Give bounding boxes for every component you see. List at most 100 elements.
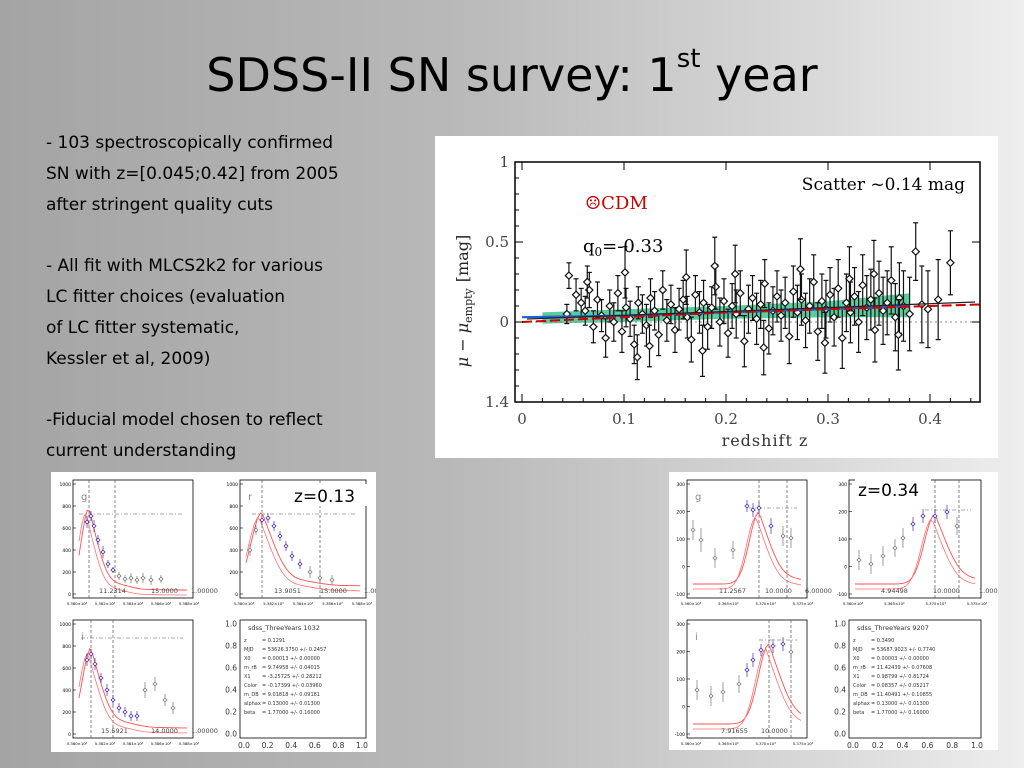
q0-symbol: q	[583, 236, 595, 257]
svg-text:☹CDM: ☹CDM	[585, 193, 648, 214]
xtick-0.2: 0.2	[714, 410, 738, 428]
lc-point	[98, 673, 104, 683]
param-ytick: 0.8	[225, 642, 237, 651]
lc-point	[128, 711, 134, 721]
x-tick-label: 5.380×10⁴	[234, 601, 255, 606]
lc-marker	[329, 577, 335, 583]
diamond-marker	[854, 317, 864, 327]
diamond-marker	[780, 298, 790, 308]
y-tick-label: -100	[837, 592, 847, 598]
diamond-marker	[796, 264, 805, 274]
diamond-marker	[658, 285, 668, 295]
data-point	[710, 236, 720, 296]
svg-text:μ − μempty[mag]: μ − μempty [mag]	[453, 235, 475, 367]
y-label-main: μ − μ	[453, 323, 472, 367]
param-ytick: 0.0	[225, 730, 237, 739]
param-name: X1	[853, 674, 860, 680]
x-tick-label: 5.365×10⁴	[718, 601, 739, 606]
data-point	[674, 287, 684, 331]
model-curve	[521, 303, 982, 323]
param-name: z	[853, 638, 856, 644]
data-point	[890, 283, 900, 352]
xtick-0.1: 0.1	[612, 410, 636, 428]
lc-point	[712, 548, 718, 568]
slide-title: SDSS-II SN survey: 1st year	[0, 40, 1024, 110]
lc-point	[95, 535, 101, 545]
axis-ticks	[515, 161, 980, 403]
diamond-marker	[703, 322, 713, 332]
lc-point	[720, 682, 726, 702]
lc-point	[271, 521, 277, 531]
model-label: CDM	[601, 193, 648, 214]
lc-value: 15.0000	[151, 587, 178, 595]
param-ytick: 0.4	[225, 686, 237, 695]
diamond-marker	[670, 325, 680, 335]
lc-marker	[780, 641, 786, 647]
title-tail: year	[700, 48, 818, 102]
lc-point	[283, 541, 289, 551]
lightcurve-i-band: 1000 800 600 400 200 0 5.380×10⁴ 5.382×10⁴ 5.384…	[60, 619, 218, 746]
lc-point	[100, 546, 106, 558]
lc-marker	[900, 535, 906, 541]
xtick-0.4: 0.4	[918, 410, 942, 428]
param-ytick: 0.0	[834, 730, 846, 739]
data-point	[730, 244, 740, 304]
q0-value: =-0.33	[602, 236, 663, 257]
lc-point	[88, 649, 94, 659]
subplot-frame	[72, 619, 194, 739]
redshift-label: z=0.13	[294, 487, 355, 507]
ytick-1.4: 1.4	[485, 393, 509, 411]
lc-point	[92, 658, 98, 670]
y-tick-label: 300	[676, 622, 685, 628]
param-xtick: 0.0	[847, 741, 859, 750]
data-point	[893, 299, 903, 371]
diamond-marker	[617, 327, 627, 337]
lc-value: 7.91655	[721, 727, 748, 735]
param-xtick: 0.6	[309, 741, 321, 750]
diamond-marker	[817, 296, 827, 306]
param-name: m_rB	[244, 665, 257, 671]
x-tick-label: 5.370×10⁴	[755, 741, 776, 746]
diamond-marker	[727, 301, 737, 311]
data-point	[666, 284, 676, 325]
param-value: = 0.13000 +/- 0.01300	[871, 701, 929, 707]
diamond-marker	[580, 306, 590, 316]
lc-marker	[170, 705, 176, 711]
diamond-marker	[576, 298, 586, 308]
diamond-marker	[837, 333, 847, 343]
y-tick-label: 100	[838, 537, 847, 543]
diamond-marker	[844, 274, 854, 284]
y-tick-label: 200	[838, 510, 847, 516]
param-ytick: 0.2	[834, 708, 846, 717]
data-point	[571, 278, 581, 312]
y-tick-label: 600	[62, 666, 71, 672]
model-curve	[78, 647, 187, 729]
data-point	[820, 311, 830, 374]
redshift-label-bg	[295, 484, 371, 506]
lc-marker	[84, 519, 90, 525]
param-ytick: 0.6	[834, 664, 846, 673]
lc-point	[756, 502, 762, 514]
param-value: = 0.1291	[262, 638, 285, 644]
param-value: = 11.42439 +/- 0.07608	[871, 665, 932, 671]
lc-marker	[140, 575, 146, 581]
lc-point	[736, 675, 742, 693]
lc-marker	[690, 527, 696, 533]
data-point	[632, 334, 642, 381]
x-tick-label: 5.384×10⁴	[293, 601, 314, 606]
param-name: Color	[244, 683, 258, 689]
lc-value: 15.5921	[101, 727, 128, 735]
lc-point	[297, 559, 303, 569]
lc-point	[88, 511, 94, 521]
diamond-marker	[582, 277, 592, 287]
lc-point	[880, 546, 886, 566]
model-curve	[855, 519, 976, 590]
lc-marker	[100, 549, 106, 555]
lc-marker	[122, 709, 128, 715]
diamond-marker	[772, 291, 782, 301]
param-value: = 0.08357 +/- 0.05217	[871, 683, 929, 689]
param-name: beta	[244, 710, 255, 716]
data-point	[621, 287, 631, 328]
data-point	[801, 292, 811, 349]
lc-marker	[944, 509, 950, 515]
